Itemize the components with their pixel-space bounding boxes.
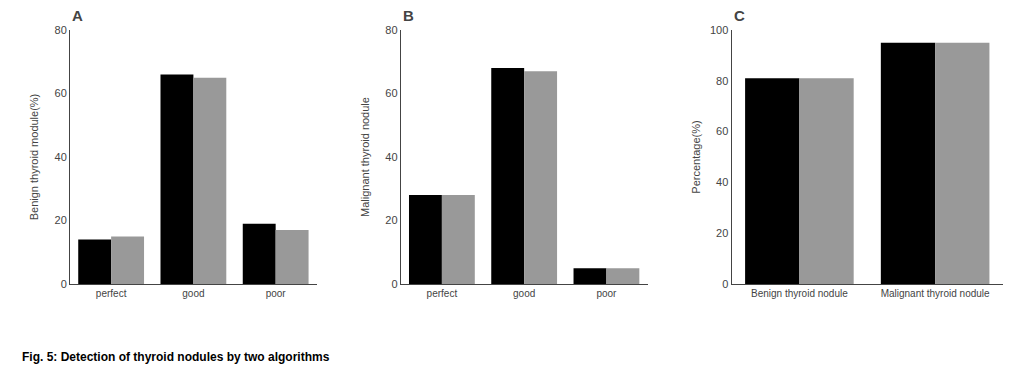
- svg-text:Benign thyroid nodule: Benign thyroid nodule: [751, 288, 848, 299]
- svg-text:perfect: perfect: [96, 288, 127, 299]
- svg-text:0: 0: [722, 278, 728, 290]
- svg-text:0: 0: [391, 278, 397, 290]
- svg-text:60: 60: [55, 87, 67, 99]
- svg-text:40: 40: [385, 151, 397, 163]
- svg-text:perfect: perfect: [427, 288, 458, 299]
- svg-text:C: C: [734, 7, 745, 24]
- svg-text:60: 60: [716, 125, 728, 137]
- svg-text:80: 80: [716, 75, 728, 87]
- svg-text:good: good: [513, 288, 535, 299]
- svg-text:poor: poor: [266, 288, 287, 299]
- svg-text:20: 20: [55, 214, 67, 226]
- svg-text:Malignant thyroid nodule: Malignant thyroid nodule: [359, 97, 371, 217]
- svg-text:20: 20: [716, 227, 728, 239]
- svg-text:40: 40: [55, 151, 67, 163]
- svg-text:60: 60: [385, 87, 397, 99]
- svg-text:40: 40: [716, 176, 728, 188]
- svg-text:80: 80: [385, 24, 397, 36]
- svg-text:B: B: [403, 7, 414, 24]
- svg-text:80: 80: [55, 24, 67, 36]
- svg-text:20: 20: [385, 214, 397, 226]
- svg-text:Benign thyroid module(%): Benign thyroid module(%): [28, 94, 40, 221]
- svg-text:100: 100: [710, 24, 728, 36]
- svg-text:Percentage(%): Percentage(%): [690, 120, 702, 193]
- svg-text:Malignant thyroid nodule: Malignant thyroid nodule: [881, 288, 990, 299]
- svg-text:0: 0: [61, 278, 67, 290]
- svg-text:A: A: [72, 7, 83, 24]
- svg-text:poor: poor: [596, 288, 617, 299]
- svg-text:good: good: [182, 288, 204, 299]
- svg-text:Fig. 5: Detection of thyroid n: Fig. 5: Detection of thyroid nodules by …: [22, 350, 330, 364]
